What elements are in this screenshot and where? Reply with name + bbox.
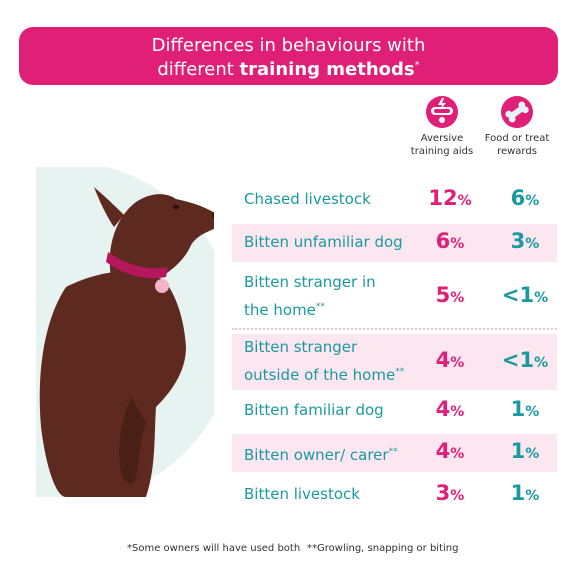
reward-number: 6 — [510, 186, 526, 210]
title-footnote-mark: * — [414, 60, 420, 71]
row-footnote-mark: ** — [388, 447, 398, 457]
percent-sign: % — [525, 193, 540, 209]
percent-sign: % — [450, 290, 465, 306]
percent-sign: % — [525, 236, 540, 252]
reward-value: 1% — [490, 481, 560, 505]
column-header-rewards-line2: rewards — [497, 146, 537, 157]
percent-sign: % — [534, 290, 549, 306]
table-row: Bitten stranger outside of the home** 4%… — [232, 334, 557, 390]
reward-value: <1% — [490, 283, 560, 307]
aversive-value: 12% — [415, 186, 485, 210]
row-label: Bitten unfamiliar dog — [244, 232, 403, 253]
row-label-line1: Bitten owner/ carer — [244, 446, 389, 464]
column-header-rewards-line1: Food or treat — [484, 133, 550, 144]
column-header-rewards: Food or treat rewards — [472, 132, 562, 158]
aversive-number: 6 — [435, 229, 451, 253]
aversive-value: 3% — [415, 481, 485, 505]
row-label-line2: the home — [244, 301, 316, 319]
row-label: Chased livestock — [244, 189, 371, 210]
title-banner: Differences in behaviours with different… — [19, 27, 558, 85]
percent-sign: % — [525, 488, 540, 504]
dog-ear-shape — [94, 187, 124, 227]
aversive-number: 5 — [435, 283, 451, 307]
percent-sign: % — [450, 236, 465, 252]
footnote-biting-definition: **Growling, snapping or biting — [307, 543, 459, 554]
treat-bone-icon — [501, 96, 533, 128]
table-row: Bitten familiar dog 4% 1% — [232, 392, 557, 430]
dog-nose-shape — [212, 212, 214, 218]
title-line-2: different training methods* — [19, 59, 558, 80]
reward-number: 1 — [510, 481, 526, 505]
table-row: Bitten unfamiliar dog 6% 3% — [232, 224, 557, 262]
row-footnote-mark: ** — [315, 302, 325, 312]
percent-sign: % — [457, 193, 472, 209]
reward-value: 6% — [490, 186, 560, 210]
reward-number: 1 — [519, 348, 535, 372]
table-row: Chased livestock 12% 6% — [232, 181, 557, 219]
table-row: Bitten livestock 3% 1% — [232, 476, 557, 514]
dog-collar-shape — [106, 252, 168, 279]
reward-number: 1 — [519, 283, 535, 307]
dog-body-shape — [39, 271, 186, 497]
aversive-value: 4% — [415, 397, 485, 421]
reward-value: 1% — [490, 439, 560, 463]
table-row: Bitten stranger in the home** 5% <1% — [232, 270, 557, 324]
reward-value: 3% — [490, 229, 560, 253]
reward-value: <1% — [490, 348, 560, 372]
dog-leg-shape — [119, 397, 146, 484]
reward-number: 3 — [510, 229, 526, 253]
percent-sign: % — [450, 488, 465, 504]
aversive-value: 6% — [415, 229, 485, 253]
column-header-aversive-line2: training aids — [410, 146, 474, 157]
row-label: Bitten stranger outside of the home** — [244, 337, 404, 386]
row-label-line1: Chased livestock — [244, 190, 371, 208]
row-label-line1: Bitten unfamiliar dog — [244, 233, 403, 251]
footnote-both-methods: *Some owners will have used both — [127, 543, 301, 554]
aversive-number: 12 — [428, 186, 458, 210]
column-header-aversive: Aversive training aids — [397, 132, 487, 158]
aversive-value: 4% — [415, 348, 485, 372]
row-label: Bitten stranger in the home** — [244, 272, 376, 321]
row-label-line2: outside of the home — [244, 366, 396, 384]
reward-prefix: < — [501, 283, 520, 307]
row-divider — [232, 328, 557, 330]
reward-prefix: < — [501, 348, 520, 372]
percent-sign: % — [450, 355, 465, 371]
percent-sign: % — [450, 446, 465, 462]
title-line-2-bold: training methods — [239, 59, 415, 80]
percent-sign: % — [450, 404, 465, 420]
row-label: Bitten livestock — [244, 484, 360, 505]
dog-eye-shape — [173, 205, 179, 209]
row-label-line1: Bitten familiar dog — [244, 401, 384, 419]
aversive-number: 4 — [435, 397, 451, 421]
row-label-line1: Bitten stranger — [244, 338, 358, 356]
row-label-line1: Bitten stranger in — [244, 273, 376, 291]
row-label: Bitten familiar dog — [244, 400, 384, 421]
column-header-aversive-line1: Aversive — [420, 133, 464, 144]
row-label-line1: Bitten livestock — [244, 485, 360, 503]
dog-tag-shape — [155, 279, 169, 293]
aversive-number: 4 — [435, 348, 451, 372]
aversive-value: 4% — [415, 439, 485, 463]
electric-collar-icon — [426, 96, 458, 128]
row-label: Bitten owner/ carer** — [244, 442, 398, 466]
percent-sign: % — [525, 446, 540, 462]
percent-sign: % — [534, 355, 549, 371]
dog-illustration — [36, 167, 214, 497]
reward-value: 1% — [490, 397, 560, 421]
reward-number: 1 — [510, 397, 526, 421]
aversive-number: 3 — [435, 481, 451, 505]
aversive-value: 5% — [415, 283, 485, 307]
table-row: Bitten owner/ carer** 4% 1% — [232, 434, 557, 472]
aversive-number: 4 — [435, 439, 451, 463]
row-footnote-mark: ** — [395, 367, 405, 377]
dog-head-shape — [109, 194, 214, 282]
title-line-1: Differences in behaviours with — [151, 35, 426, 56]
reward-number: 1 — [510, 439, 526, 463]
title-line-2-plain: different — [157, 59, 240, 80]
percent-sign: % — [525, 404, 540, 420]
